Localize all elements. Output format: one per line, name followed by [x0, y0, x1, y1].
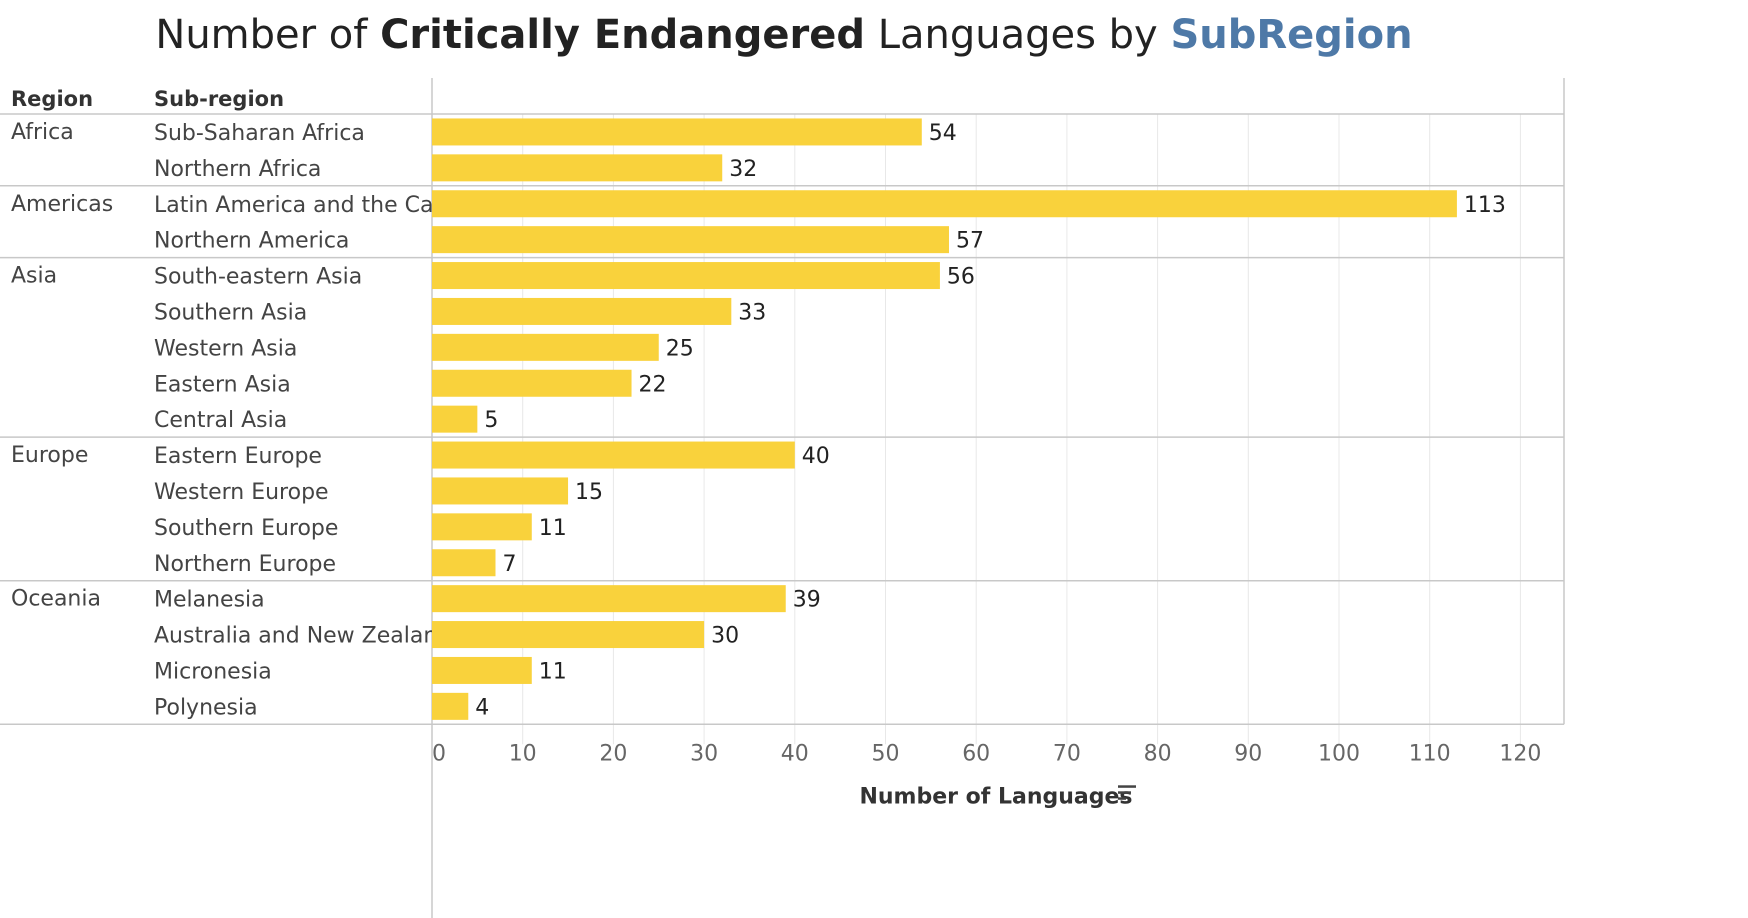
region-label: Oceania — [11, 587, 101, 612]
sort-descending-icon[interactable] — [1118, 785, 1136, 800]
subregion-label: Eastern Europe — [154, 444, 322, 469]
bar[interactable] — [432, 190, 1457, 218]
bar[interactable] — [432, 441, 795, 469]
data-label: 56 — [947, 265, 975, 290]
data-label: 5 — [484, 408, 498, 433]
bar[interactable] — [432, 154, 723, 182]
bar[interactable] — [432, 369, 632, 397]
tick-label: 60 — [962, 741, 990, 766]
bar[interactable] — [432, 262, 940, 290]
region-label: Europe — [11, 443, 88, 468]
data-label: 11 — [539, 659, 567, 684]
subregion-label: Southern Asia — [154, 300, 307, 325]
region-label: Americas — [11, 192, 113, 217]
tick-label: 90 — [1234, 741, 1262, 766]
bar[interactable] — [432, 549, 496, 577]
tick-label: 110 — [1409, 741, 1451, 766]
data-label: 11 — [539, 516, 567, 541]
data-label: 33 — [738, 300, 766, 325]
subregion-label: Sub-Saharan Africa — [154, 121, 365, 146]
tick-label: 30 — [690, 741, 718, 766]
bar[interactable] — [432, 333, 659, 361]
subregion-label: Western Europe — [154, 480, 329, 505]
subregion-label: Northern America — [154, 229, 349, 254]
data-label: 22 — [639, 372, 667, 397]
region-header: Region — [11, 87, 93, 111]
bar[interactable] — [432, 621, 705, 649]
subregion-label: Melanesia — [154, 588, 265, 613]
tick-label: 70 — [1053, 741, 1081, 766]
subregion-label: Southern Europe — [154, 516, 338, 541]
tick-label: 50 — [872, 741, 900, 766]
tick-label: 80 — [1144, 741, 1172, 766]
bar-chart: Region Sub-region Africa Sub-Saharan Africa… — [0, 78, 1565, 918]
tick-label: 40 — [781, 741, 809, 766]
bar[interactable] — [432, 226, 949, 254]
bar[interactable] — [432, 405, 478, 433]
subregion-label: Micronesia — [154, 659, 272, 684]
tick-label: 120 — [1499, 741, 1541, 766]
bar[interactable] — [432, 513, 532, 541]
tick-label: 20 — [599, 741, 627, 766]
tick-label: 0 — [432, 741, 446, 766]
data-label: 25 — [666, 336, 694, 361]
region-label: Asia — [11, 264, 57, 289]
subregion-label: Northern Africa — [154, 157, 321, 182]
subregion-label: Western Asia — [154, 336, 297, 361]
subregion-header: Sub-region — [154, 87, 284, 111]
tick-label: 100 — [1318, 741, 1360, 766]
bar[interactable] — [432, 692, 469, 720]
data-label: 4 — [475, 695, 489, 720]
subregion-label: Central Asia — [154, 408, 287, 433]
subregion-label: Polynesia — [154, 695, 258, 720]
data-label: 54 — [929, 121, 957, 146]
data-label: 39 — [793, 588, 821, 613]
region-label: Africa — [11, 120, 74, 145]
data-label: 32 — [729, 157, 757, 182]
tick-label: 10 — [509, 741, 537, 766]
title-middle: Languages by — [864, 12, 1171, 58]
data-label: 7 — [502, 552, 516, 577]
data-label: 40 — [802, 444, 830, 469]
bar[interactable] — [432, 118, 922, 146]
title-prefix: Number of — [155, 12, 381, 58]
x-axis-label: Number of Languages — [859, 784, 1132, 809]
subregion-label: Latin America and the Car.. — [154, 193, 455, 218]
bar[interactable] — [432, 656, 532, 684]
bar[interactable] — [432, 297, 732, 325]
data-label: 57 — [956, 229, 984, 254]
data-label: 113 — [1464, 193, 1506, 218]
data-label: 30 — [711, 624, 739, 649]
chart-title: Number of Critically Endangered Language… — [0, 12, 1568, 58]
subregion-label: Eastern Asia — [154, 372, 291, 397]
bar[interactable] — [432, 585, 786, 613]
subregion-label: South-eastern Asia — [154, 265, 362, 290]
title-accent: SubRegion — [1170, 12, 1413, 58]
title-bold: Critically Endangered — [380, 12, 865, 58]
subregion-label: Australia and New Zealand — [154, 624, 451, 649]
bar[interactable] — [432, 477, 569, 505]
data-label: 15 — [575, 480, 603, 505]
subregion-label: Northern Europe — [154, 552, 336, 577]
